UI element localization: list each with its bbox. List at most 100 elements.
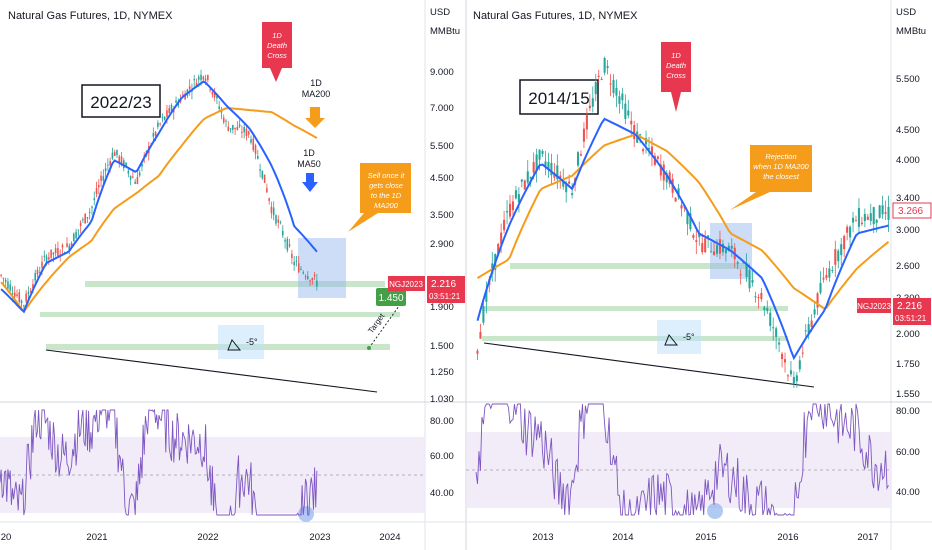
candle-body (257, 155, 259, 159)
candle-body (591, 98, 594, 107)
candle-body (222, 117, 225, 123)
candle-body (18, 292, 21, 302)
candle-body (597, 75, 600, 77)
symbol-title-right: Natural Gas Futures, 1D, NYMEX (473, 10, 638, 22)
ma200-label: 1D MA200 (302, 78, 331, 99)
candle-body (825, 275, 828, 279)
ma200-line-left (0, 107, 318, 314)
candle-body (748, 269, 751, 289)
candle-body (544, 161, 547, 167)
candle-body (857, 207, 860, 227)
price-tick-right: 3.000 (896, 225, 920, 236)
candle-body (50, 249, 52, 258)
candle-body (109, 161, 111, 165)
candle-body (550, 162, 553, 176)
candle-body (238, 124, 241, 127)
candle-body (270, 206, 273, 214)
candle-body (609, 83, 612, 85)
candle-body (36, 269, 39, 275)
candle-body (713, 251, 716, 256)
candle-body (4, 279, 7, 282)
candle-body (107, 164, 109, 166)
candle-body (95, 188, 98, 195)
price-tick-left: 1.250 (430, 367, 454, 378)
candle-body (479, 332, 482, 339)
candle-body (624, 103, 627, 119)
candle-body (585, 115, 588, 130)
candle-body (813, 309, 816, 315)
candle-body (769, 312, 772, 326)
candle-body (562, 179, 565, 187)
x-tick-right: 2014 (612, 532, 633, 543)
candle-body (482, 306, 485, 323)
ma200-arrow (305, 107, 325, 128)
target-line (368, 305, 400, 349)
candle-body (508, 203, 512, 217)
candle-body (701, 243, 704, 253)
candle-body (291, 253, 293, 259)
candle-body (532, 162, 535, 173)
candle-body (692, 234, 695, 238)
support-zone-r1 (510, 263, 750, 269)
rsi-tick-left: 80.00 (430, 416, 454, 427)
rsi-low-marker-left (298, 506, 314, 522)
candle-body (0, 274, 2, 276)
price-tick-right: 1.750 (896, 359, 920, 370)
candle-body (7, 281, 9, 289)
candle-body (730, 245, 733, 249)
candle-body (633, 125, 636, 140)
candle-body (760, 292, 763, 300)
candle-body (75, 231, 77, 239)
candle-body (277, 219, 280, 223)
candle-body (9, 284, 12, 291)
candle-body (745, 264, 748, 278)
candle-body (104, 168, 107, 172)
candle-body (41, 261, 43, 268)
angle-box-left (218, 325, 264, 359)
candle-body (721, 243, 724, 253)
candle-body (783, 359, 787, 363)
rejection-note (730, 145, 812, 210)
support-zone-2 (40, 312, 400, 317)
candle-body (695, 240, 698, 243)
candle-body (869, 213, 872, 222)
candle-body (250, 139, 252, 143)
angle-label-left: -5° (246, 337, 258, 347)
x-tick-right: 2017 (857, 532, 878, 543)
candle-body (93, 198, 96, 201)
candle-body (778, 342, 781, 345)
price-badge-left (427, 276, 465, 303)
x-tick-right: 2013 (532, 532, 553, 543)
sell-note (348, 163, 411, 232)
candle-body (38, 272, 41, 274)
candle-body (61, 244, 64, 248)
price-tick-left: 5.500 (430, 141, 454, 152)
candle-body (639, 134, 642, 136)
candle-body (232, 124, 234, 130)
candle-body (16, 294, 18, 296)
candle-body (571, 193, 574, 196)
price-tick-left: 7.000 (430, 103, 454, 114)
candle-body (118, 156, 121, 163)
candle-body (781, 353, 784, 360)
trend-line-right (483, 342, 815, 388)
rsi-tick-right: 60.00 (896, 447, 920, 458)
candle-body (642, 149, 645, 152)
candle-body (152, 133, 155, 137)
target-value: 1.450 (378, 293, 403, 304)
candle-body (29, 291, 32, 293)
candle-body (739, 274, 742, 276)
candle-body (57, 248, 59, 257)
candle-body (34, 272, 37, 281)
price-tick-left: 2.900 (430, 239, 454, 250)
candle-body (852, 217, 855, 223)
candle-body (485, 290, 488, 302)
candle-body (497, 244, 500, 254)
rsi-tick-right: 40.00 (896, 487, 920, 498)
candle-body (556, 165, 559, 180)
candle-body (254, 145, 257, 154)
candle-body (204, 78, 207, 81)
candle-body (751, 279, 754, 283)
candle-body (594, 82, 597, 95)
